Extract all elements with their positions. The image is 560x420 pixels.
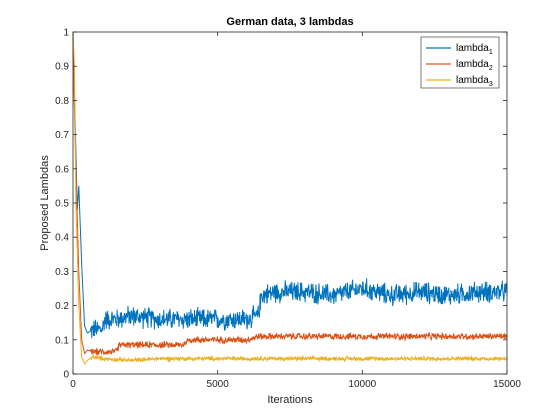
- x-tick-label: 0: [70, 379, 76, 390]
- chart-title: German data, 3 lambdas: [226, 16, 353, 28]
- x-tick-label: 10000: [348, 379, 376, 390]
- y-tick-label: 0.7: [55, 130, 69, 141]
- y-tick-label: 0.1: [55, 335, 69, 346]
- y-tick-label: 0.6: [55, 164, 69, 175]
- legend-label-subscript: 1: [489, 49, 493, 56]
- series-layer: [72, 31, 508, 365]
- y-tick-label: 0.2: [55, 301, 69, 312]
- y-tick-label: 0: [63, 370, 69, 381]
- tick-labels: 0 5000 10000 15000 0 0.1 0.2 0.3 0.4 0.5 0.6 0.7 0.8…: [55, 28, 521, 391]
- y-axis-label: Proposed Lambdas: [39, 155, 51, 251]
- tick-marks: [72, 31, 508, 375]
- y-tick-label: 0.4: [55, 233, 69, 244]
- x-tick-label: 5000: [207, 379, 230, 390]
- x-tick-label: 15000: [493, 379, 521, 390]
- legend-label-name: lambda: [456, 59, 489, 70]
- x-axis-label: Iterations: [267, 394, 313, 406]
- legend-label-subscript: 2: [489, 65, 493, 72]
- legend-label-name: lambda: [456, 75, 489, 86]
- y-tick-label: 0.9: [55, 62, 69, 73]
- series-line-2: [72, 49, 508, 356]
- series-line-3: [72, 31, 508, 365]
- legend-label-1: lambda1: [456, 43, 493, 56]
- legend-label-name: lambda: [456, 43, 489, 54]
- series-line-1: [72, 31, 508, 339]
- legend-label-subscript: 3: [489, 81, 493, 88]
- legend-label-2: lambda2: [456, 59, 493, 72]
- legend-label-3: lambda3: [456, 75, 493, 88]
- y-tick-label: 0.5: [55, 199, 69, 210]
- y-tick-label: 1: [63, 28, 69, 39]
- y-tick-label: 0.8: [55, 96, 69, 107]
- y-tick-label: 0.3: [55, 267, 69, 278]
